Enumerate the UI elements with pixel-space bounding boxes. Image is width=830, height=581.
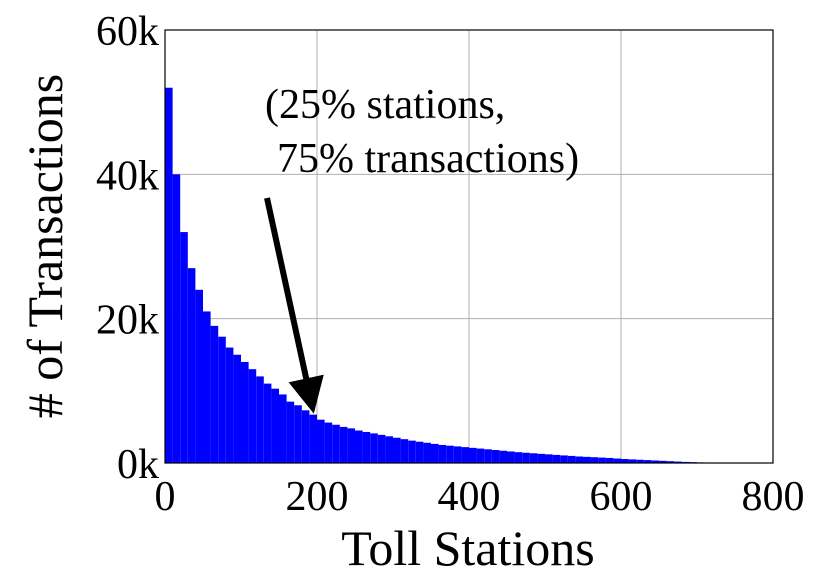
annotation: 75% transactions): [277, 136, 579, 182]
bar: [408, 440, 416, 463]
bar: [279, 394, 287, 463]
x-tick-label: 200: [286, 474, 349, 520]
y-tick-label: 60k: [96, 9, 159, 55]
bar: [180, 232, 188, 463]
bar: [643, 460, 652, 463]
annotation: (25% stations,: [265, 82, 505, 128]
bar: [628, 459, 637, 463]
bar: [218, 336, 226, 463]
bar: [453, 446, 462, 463]
bar: [537, 453, 545, 463]
bar: [590, 457, 599, 463]
bar: [309, 414, 317, 463]
bar: [355, 430, 363, 463]
bar: [286, 401, 295, 463]
bar: [271, 388, 279, 463]
bars: [165, 87, 713, 464]
bar: [461, 447, 469, 463]
bar: [522, 452, 530, 463]
bar: [400, 439, 409, 463]
x-tick-label: 800: [742, 474, 805, 520]
bar: [659, 460, 667, 463]
y-axis-label: # of Transactions: [17, 74, 73, 418]
x-tick-label: 400: [438, 474, 501, 520]
bar: [393, 437, 401, 463]
bar: [294, 405, 302, 463]
bar: [248, 369, 257, 463]
bar: [263, 383, 272, 463]
bar: [438, 444, 447, 463]
y-tick-label: 40k: [96, 153, 159, 199]
bar: [165, 87, 173, 463]
y-tick-label: 20k: [96, 298, 159, 344]
annotation-arrow: [264, 197, 324, 414]
bar: [301, 410, 310, 463]
bar: [241, 361, 249, 463]
bar: [370, 433, 378, 463]
bar: [415, 441, 424, 463]
bar: [613, 458, 621, 463]
bar: [339, 426, 348, 463]
bar: [324, 422, 333, 463]
bar: [545, 454, 553, 463]
bar: [567, 455, 576, 463]
bar: [674, 461, 682, 463]
x-axis-label: Toll Stations: [341, 520, 594, 576]
bar: [195, 289, 203, 463]
bar: [529, 453, 538, 463]
bar: [317, 419, 325, 463]
bar: [507, 451, 515, 463]
bar: [210, 325, 219, 463]
bar: [225, 347, 234, 463]
bar: [499, 450, 507, 463]
bar: [621, 459, 629, 463]
bar: [256, 376, 264, 463]
bar: [476, 448, 485, 463]
bar: [552, 454, 561, 463]
bar: [491, 450, 500, 463]
bar: [575, 456, 583, 463]
bar: [560, 455, 568, 463]
x-tick-label: 0: [155, 474, 176, 520]
bar: [636, 459, 644, 463]
bar: [423, 442, 431, 463]
bar: [332, 424, 340, 463]
bar: [187, 268, 196, 463]
bar: [666, 461, 675, 463]
x-tick-label: 600: [590, 474, 653, 520]
bar: [431, 443, 439, 463]
bar: [514, 452, 523, 463]
bar: [469, 447, 477, 463]
bar: [362, 431, 371, 463]
bar: [172, 174, 181, 464]
bar: [233, 354, 241, 463]
bar: [347, 428, 355, 463]
bar: [605, 457, 614, 463]
bar: [203, 311, 211, 463]
bar: [446, 445, 454, 463]
plot-frame: [164, 29, 774, 464]
bar: [651, 460, 659, 463]
bar: [484, 449, 492, 463]
bar: [385, 436, 393, 463]
bar: [377, 434, 386, 463]
bar: [583, 456, 591, 463]
y-tick-label: 0k: [117, 442, 159, 488]
bar: [598, 457, 606, 463]
